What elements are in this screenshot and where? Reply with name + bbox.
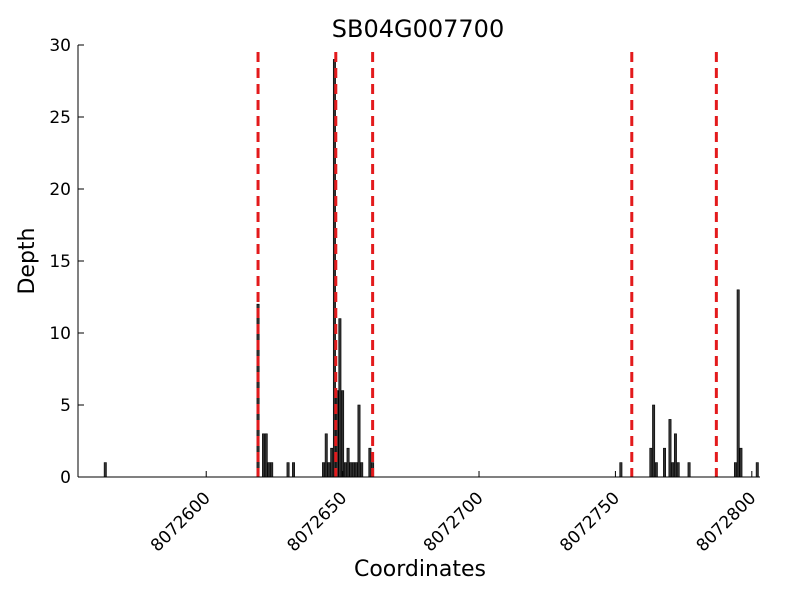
- x-tick-label-8072750: 8072750: [556, 488, 624, 556]
- y-tick-label-10: 10: [49, 324, 71, 344]
- bar-21: [357, 404, 361, 478]
- bar-32: [673, 433, 677, 478]
- x-tick-label-8072650: 8072650: [283, 488, 351, 556]
- bar-11: [330, 447, 334, 478]
- bar-16: [343, 462, 347, 478]
- bar-2: [262, 433, 265, 478]
- bar-19: [352, 462, 355, 478]
- bar-30: [668, 419, 672, 478]
- bar-6: [286, 462, 290, 478]
- bar-8: [322, 462, 325, 478]
- bar-22: [360, 462, 364, 478]
- bar-3: [264, 433, 268, 478]
- bar-23: [368, 447, 372, 478]
- y-tick-label-5: 5: [60, 396, 71, 416]
- bar-0: [103, 462, 107, 478]
- bar-29: [663, 447, 666, 478]
- bar-28: [654, 462, 658, 478]
- x-tick-label-8072700: 8072700: [420, 488, 488, 556]
- bar-7: [292, 462, 295, 478]
- bar-36: [736, 289, 740, 478]
- x-axis-label: Coordinates: [354, 557, 486, 582]
- y-ticks: 0 5 10 15 20 25 30: [49, 36, 84, 488]
- y-axis-label: Depth: [15, 227, 40, 294]
- bars-layer: [103, 59, 759, 478]
- bar-33: [676, 462, 680, 478]
- bar-26: [649, 447, 653, 478]
- bar-15: [341, 390, 345, 478]
- bar-38: [755, 462, 759, 478]
- bar-10: [327, 462, 331, 478]
- axes: [77, 45, 760, 478]
- bar-13: [335, 390, 339, 478]
- y-tick-label-0: 0: [60, 468, 71, 488]
- bar-31: [671, 462, 675, 478]
- bar-27: [652, 404, 656, 478]
- chart-title: SB04G007700: [332, 15, 504, 43]
- x-tick-label-8072800: 8072800: [693, 488, 761, 556]
- bar-34: [687, 462, 691, 478]
- bar-35: [733, 462, 737, 478]
- bar-9: [324, 433, 328, 478]
- y-tick-label-25: 25: [49, 108, 71, 128]
- bar-20: [354, 462, 358, 478]
- y-tick-label-15: 15: [49, 252, 71, 272]
- bar-17: [346, 447, 350, 478]
- bar-4: [267, 462, 271, 478]
- marker-lines-layer: [256, 52, 718, 477]
- y-tick-label-20: 20: [49, 180, 71, 200]
- bar-25: [619, 462, 623, 478]
- x-ticks: 8072600 8072650 8072700 8072750 8072800: [147, 471, 760, 556]
- x-tick-label-8072600: 8072600: [147, 488, 215, 556]
- bar-37: [739, 447, 743, 478]
- bar-18: [349, 462, 353, 478]
- y-tick-label-30: 30: [49, 36, 71, 56]
- bar-14: [338, 318, 342, 478]
- bar-5: [270, 462, 274, 478]
